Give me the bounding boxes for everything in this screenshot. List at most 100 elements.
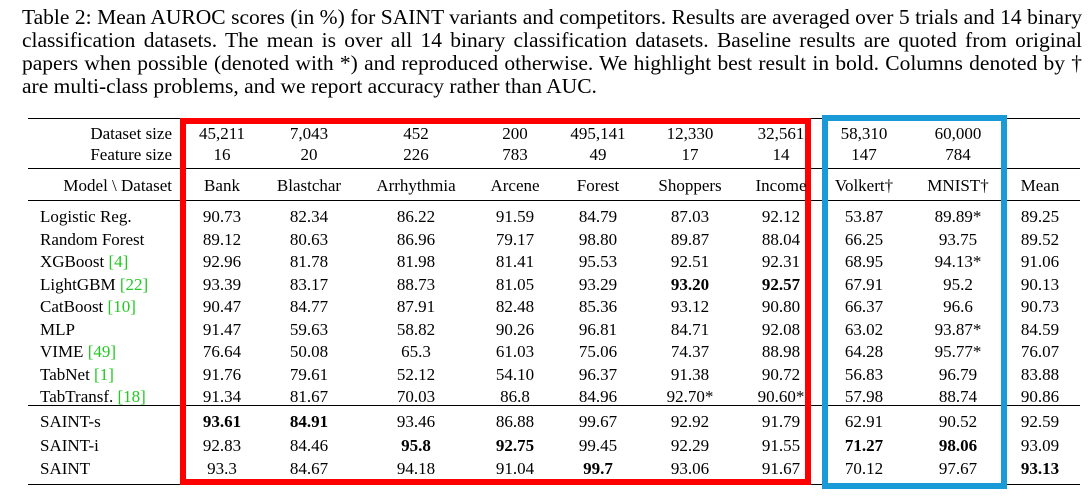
score-cell: 91.06	[1020, 252, 1060, 271]
score-cell: 84.91	[289, 412, 329, 431]
score-cell: 93.13	[1020, 459, 1060, 478]
saint-separator-rule	[28, 405, 1080, 406]
model-label: TabNet	[40, 364, 95, 384]
feature-size-cell: 783	[502, 145, 528, 164]
score-cell: 56.83	[844, 364, 884, 384]
score-cell: 89.87	[670, 229, 710, 249]
model-name: TabNet [1]	[40, 365, 114, 385]
score-cell: 92.12	[761, 207, 801, 226]
score-cell: 84.67	[289, 459, 329, 478]
column-header: Bank	[204, 176, 240, 195]
citation-link[interactable]: [49]	[87, 342, 117, 361]
model-name: Random Forest	[40, 230, 144, 250]
feature-size-cell: 784	[945, 145, 971, 164]
model-label: Random Forest	[40, 229, 145, 249]
score-cell: 65.3	[401, 342, 431, 361]
score-cell: 95.2	[943, 274, 973, 294]
score-cell: 89.12	[202, 229, 242, 249]
model-label: TabTransf.	[40, 387, 118, 406]
dataset-size-cell: 200	[502, 124, 528, 143]
score-cell: 79.17	[495, 229, 535, 249]
score-cell: 83.88	[1020, 364, 1060, 384]
score-cell: 88.73	[396, 274, 436, 294]
column-header: Mean	[1020, 176, 1060, 195]
score-cell: 74.37	[670, 342, 710, 361]
model-name: Logistic Reg.	[40, 207, 132, 227]
model-name: SAINT-s	[40, 412, 101, 432]
score-cell: 91.47	[202, 319, 242, 339]
score-cell: 87.91	[396, 297, 436, 316]
score-cell: 92.83	[202, 435, 242, 455]
score-cell: 88.98	[761, 342, 801, 361]
dataset-size-cell: 12,330	[666, 124, 714, 143]
header-rule-2	[28, 200, 1080, 201]
model-name: VIME [49]	[40, 342, 116, 362]
binary-datasets-highlight-box	[180, 118, 811, 485]
score-cell: 98.06	[938, 435, 978, 455]
model-name: MLP	[40, 320, 75, 340]
score-cell: 71.27	[844, 435, 884, 455]
dataset-size-cell: 7,043	[289, 124, 329, 143]
score-cell: 94.13*	[934, 252, 982, 271]
score-cell: 86.96	[396, 229, 436, 249]
score-cell: 92.08	[761, 319, 801, 339]
score-cell: 93.12	[670, 297, 710, 316]
score-cell: 88.74	[938, 387, 978, 406]
dataset-size-cell: 495,141	[570, 124, 626, 143]
model-label: SAINT-s	[40, 412, 101, 431]
score-cell: 81.98	[396, 252, 436, 271]
model-name: SAINT-i	[40, 436, 99, 456]
score-cell: 91.79	[761, 412, 801, 431]
model-label: CatBoost	[40, 297, 108, 316]
score-cell: 93.3	[207, 459, 237, 478]
score-cell: 90.80	[761, 297, 801, 316]
score-cell: 93.87*	[934, 319, 982, 339]
caption-text: Table 2: Mean AUROC scores (in %) for SA…	[22, 5, 1082, 98]
dataset-size-cell: 60,000	[934, 124, 982, 143]
citation-link[interactable]: [22]	[119, 274, 149, 294]
dataset-size-cell: 32,561	[757, 124, 805, 143]
feature-size-cell: 49	[589, 145, 607, 164]
citation-link[interactable]: [10]	[107, 297, 136, 316]
score-cell: 76.07	[1020, 342, 1060, 361]
score-cell: 70.12	[844, 459, 884, 478]
score-cell: 99.67	[578, 412, 618, 431]
score-cell: 87.03	[670, 207, 710, 226]
model-label: MLP	[40, 319, 75, 339]
column-header: Arrhythmia	[376, 176, 456, 195]
score-cell: 86.22	[396, 207, 436, 226]
feature-size-cell: 20	[300, 145, 318, 164]
score-cell: 53.87	[844, 207, 884, 226]
score-cell: 84.59	[1020, 319, 1060, 339]
score-cell: 92.57	[761, 274, 801, 294]
citation-link[interactable]: [1]	[94, 364, 114, 384]
score-cell: 91.59	[495, 207, 535, 226]
dataset-size-label: Dataset size	[90, 124, 172, 143]
citation-link[interactable]: [18]	[117, 387, 146, 406]
score-cell: 93.06	[670, 459, 710, 478]
citation-link[interactable]: [4]	[108, 252, 129, 271]
score-cell: 88.04	[761, 229, 801, 249]
score-cell: 84.79	[578, 207, 618, 226]
score-cell: 81.67	[289, 387, 329, 406]
model-label: VIME	[40, 342, 88, 361]
header-rule-1	[28, 168, 1080, 169]
column-header: Blastchar	[276, 176, 342, 195]
score-cell: 90.52	[938, 412, 978, 431]
column-header: Arcene	[490, 176, 540, 195]
model-name: SAINT	[40, 459, 90, 479]
column-header: Income	[755, 176, 807, 195]
score-cell: 92.31	[761, 252, 801, 271]
model-name: CatBoost [10]	[40, 297, 136, 317]
score-cell: 92.70*	[666, 387, 714, 406]
score-cell: 89.52	[1020, 229, 1060, 249]
score-cell: 85.36	[578, 297, 618, 316]
score-cell: 89.89*	[934, 207, 982, 226]
score-cell: 92.29	[670, 435, 710, 455]
dataset-size-cell: 452	[403, 124, 429, 143]
score-cell: 90.73	[202, 207, 242, 226]
score-cell: 66.25	[844, 229, 884, 249]
feature-size-cell: 14	[772, 145, 790, 164]
score-cell: 99.45	[578, 435, 618, 455]
score-cell: 95.8	[401, 435, 431, 455]
